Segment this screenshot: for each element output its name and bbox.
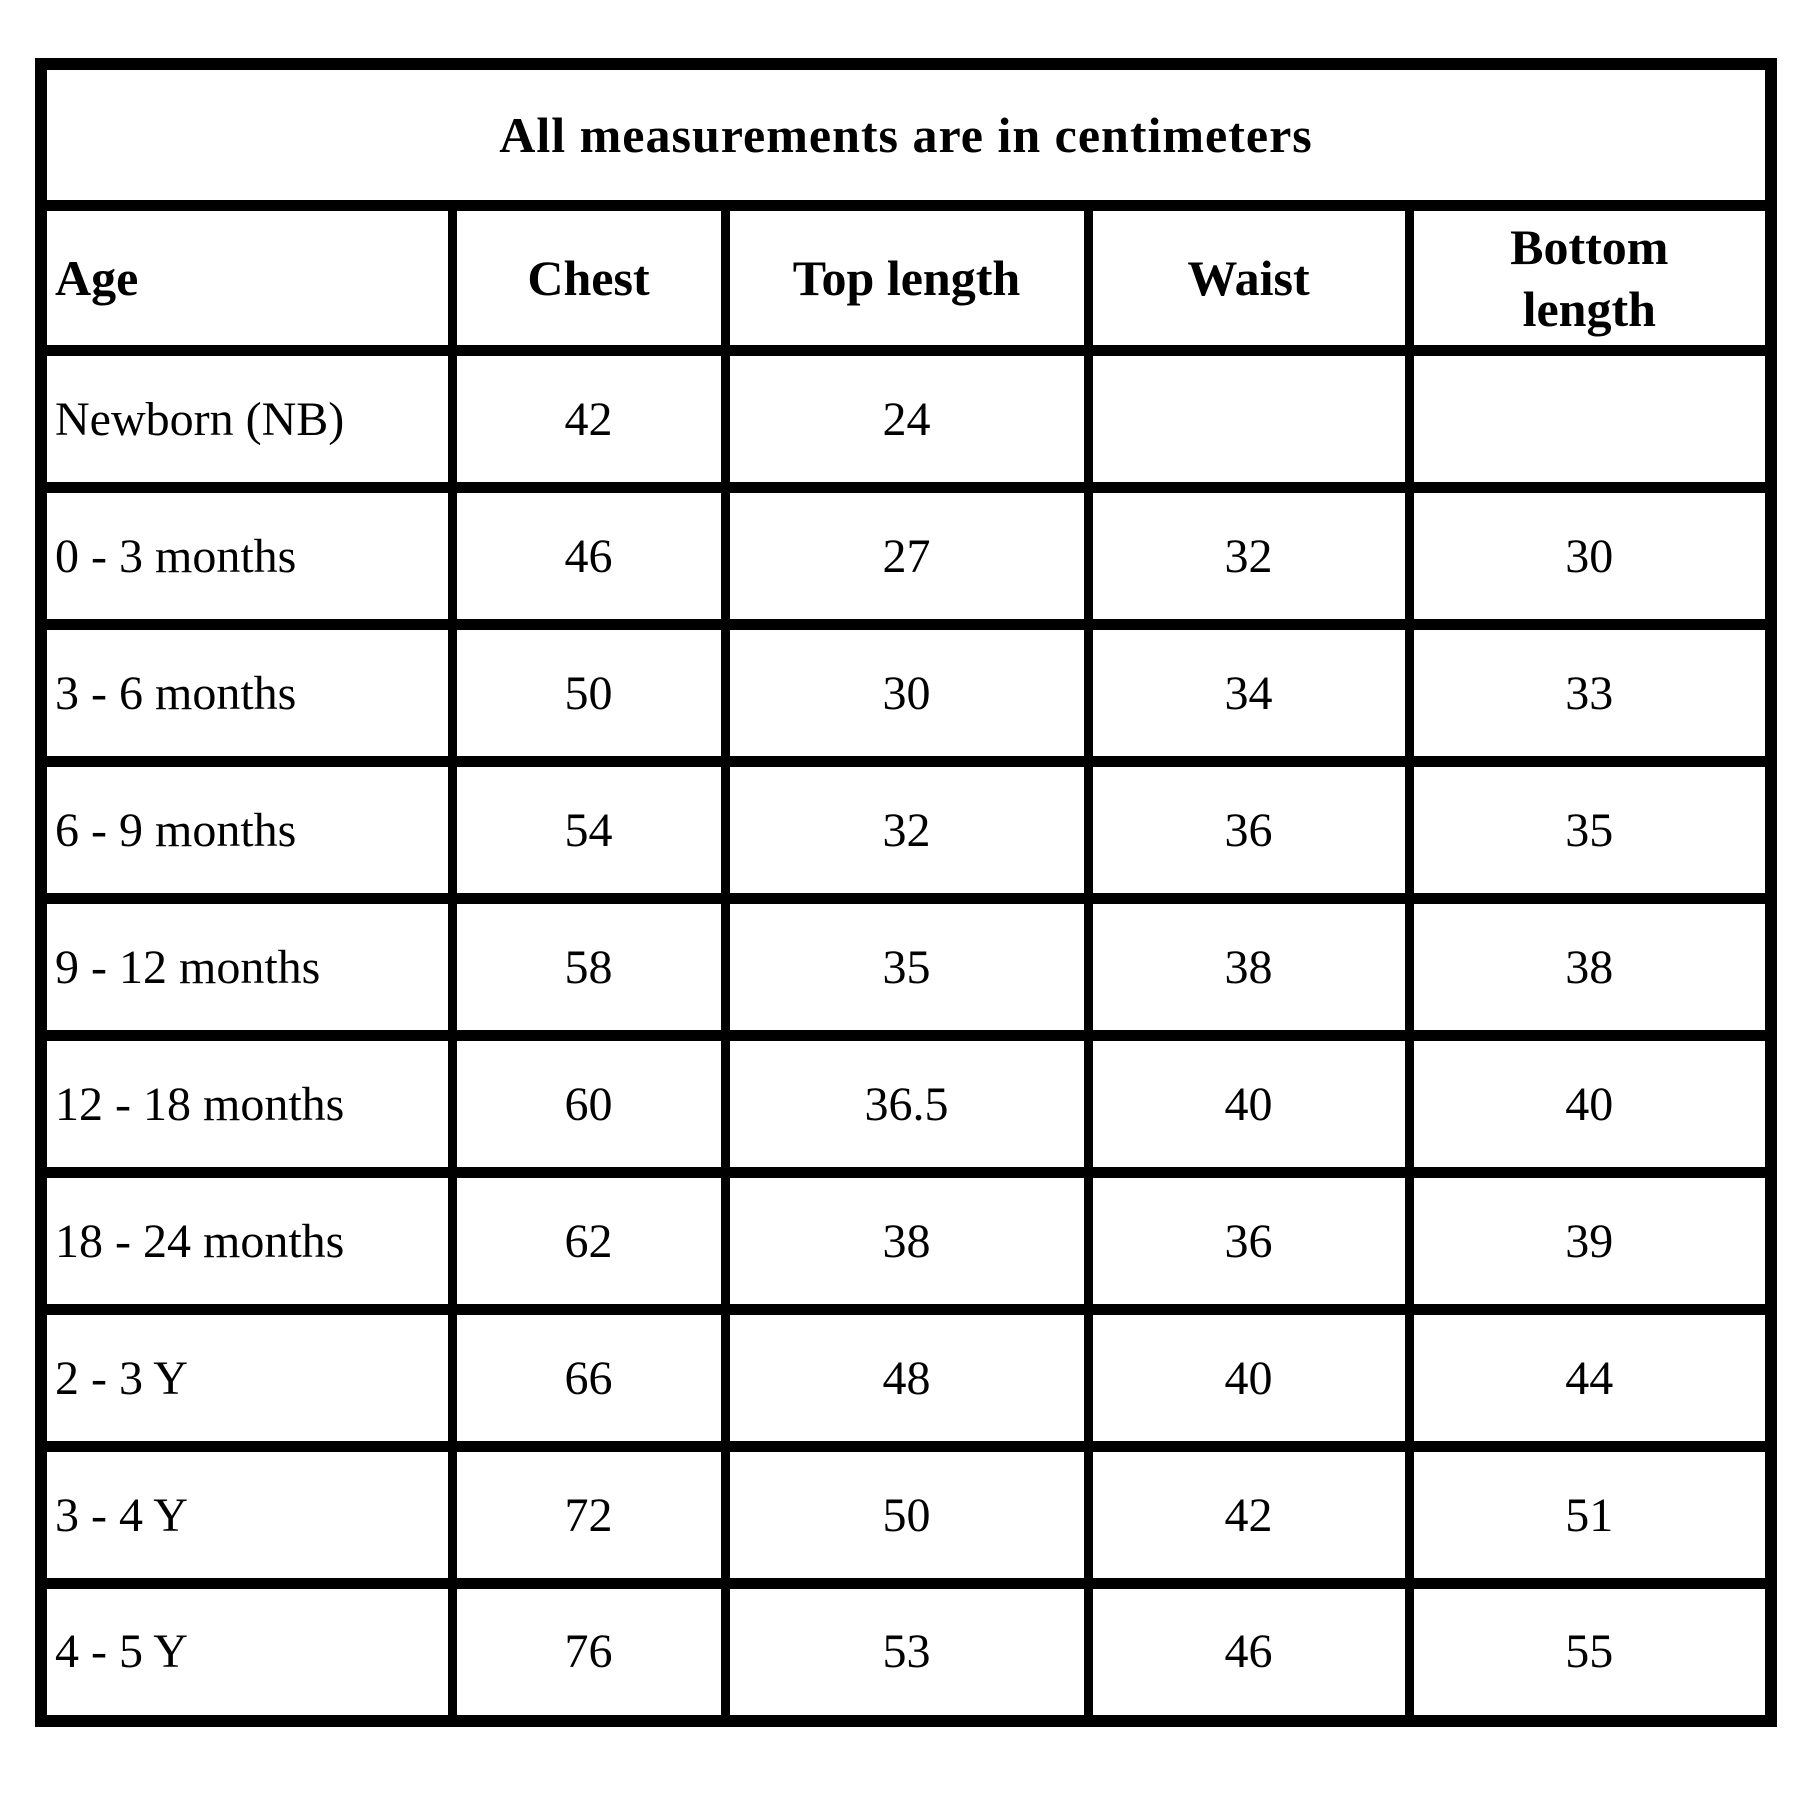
cell-bottom-length: 39: [1404, 1167, 1776, 1315]
column-header-top-length: Top length: [720, 200, 1093, 356]
cell-top-length: 53: [720, 1578, 1093, 1726]
column-header-age: Age: [36, 200, 457, 356]
cell-top-length: 27: [720, 482, 1093, 630]
cell-waist: 40: [1083, 1304, 1414, 1452]
table-row: Newborn (NB) 42 24: [36, 345, 1776, 493]
cell-waist: 38: [1083, 893, 1414, 1041]
cell-chest: 46: [447, 482, 730, 630]
cell-waist: 46: [1083, 1578, 1414, 1726]
table-title-row: All measurements are in centimeters: [36, 58, 1776, 211]
cell-chest: 42: [447, 345, 730, 493]
cell-waist: 36: [1083, 1167, 1414, 1315]
cell-top-length: 35: [720, 893, 1093, 1041]
cell-chest: 72: [447, 1441, 730, 1589]
cell-chest: 66: [447, 1304, 730, 1452]
cell-chest: 62: [447, 1167, 730, 1315]
cell-chest: 54: [447, 756, 730, 904]
cell-age: 3 - 4 Y: [36, 1441, 457, 1589]
table-header-row: Age Chest Top length Waist Bottom length: [36, 200, 1776, 356]
cell-chest: 76: [447, 1578, 730, 1726]
cell-bottom-length: 35: [1404, 756, 1776, 904]
table-row: 6 - 9 months 54 32 36 35: [36, 756, 1776, 904]
cell-top-length: 50: [720, 1441, 1093, 1589]
cell-age: Newborn (NB): [36, 345, 457, 493]
cell-top-length: 24: [720, 345, 1093, 493]
cell-age: 3 - 6 months: [36, 619, 457, 767]
cell-top-length: 48: [720, 1304, 1093, 1452]
cell-age: 2 - 3 Y: [36, 1304, 457, 1452]
cell-top-length: 32: [720, 756, 1093, 904]
cell-waist: [1083, 345, 1414, 493]
cell-waist: 40: [1083, 1030, 1414, 1178]
cell-chest: 50: [447, 619, 730, 767]
cell-bottom-length: 51: [1404, 1441, 1776, 1589]
cell-age: 0 - 3 months: [36, 482, 457, 630]
size-chart: All measurements are in centimeters Age …: [35, 58, 1777, 1727]
cell-age: 18 - 24 months: [36, 1167, 457, 1315]
cell-bottom-length: 40: [1404, 1030, 1776, 1178]
cell-chest: 60: [447, 1030, 730, 1178]
table-row: 3 - 6 months 50 30 34 33: [36, 619, 1776, 767]
table-row: 0 - 3 months 46 27 32 30: [36, 482, 1776, 630]
column-header-chest: Chest: [447, 200, 730, 356]
cell-age: 4 - 5 Y: [36, 1578, 457, 1726]
column-header-bottom-length: Bottom length: [1404, 200, 1776, 356]
cell-top-length: 38: [720, 1167, 1093, 1315]
cell-top-length: 30: [720, 619, 1093, 767]
cell-bottom-length: 30: [1404, 482, 1776, 630]
cell-waist: 36: [1083, 756, 1414, 904]
cell-age: 12 - 18 months: [36, 1030, 457, 1178]
column-header-waist: Waist: [1083, 200, 1414, 356]
cell-bottom-length: 55: [1404, 1578, 1776, 1726]
cell-chest: 58: [447, 893, 730, 1041]
table-row: 4 - 5 Y 76 53 46 55: [36, 1578, 1776, 1726]
table-row: 9 - 12 months 58 35 38 38: [36, 893, 1776, 1041]
table-row: 2 - 3 Y 66 48 40 44: [36, 1304, 1776, 1452]
cell-waist: 32: [1083, 482, 1414, 630]
cell-waist: 42: [1083, 1441, 1414, 1589]
cell-age: 6 - 9 months: [36, 756, 457, 904]
cell-bottom-length: [1404, 345, 1776, 493]
cell-top-length: 36.5: [720, 1030, 1093, 1178]
size-chart-table: All measurements are in centimeters Age …: [35, 58, 1777, 1727]
cell-age: 9 - 12 months: [36, 893, 457, 1041]
table-title: All measurements are in centimeters: [36, 58, 1776, 211]
cell-bottom-length: 44: [1404, 1304, 1776, 1452]
table-row: 18 - 24 months 62 38 36 39: [36, 1167, 1776, 1315]
table-row: 3 - 4 Y 72 50 42 51: [36, 1441, 1776, 1589]
cell-waist: 34: [1083, 619, 1414, 767]
cell-bottom-length: 33: [1404, 619, 1776, 767]
cell-bottom-length: 38: [1404, 893, 1776, 1041]
table-row: 12 - 18 months 60 36.5 40 40: [36, 1030, 1776, 1178]
